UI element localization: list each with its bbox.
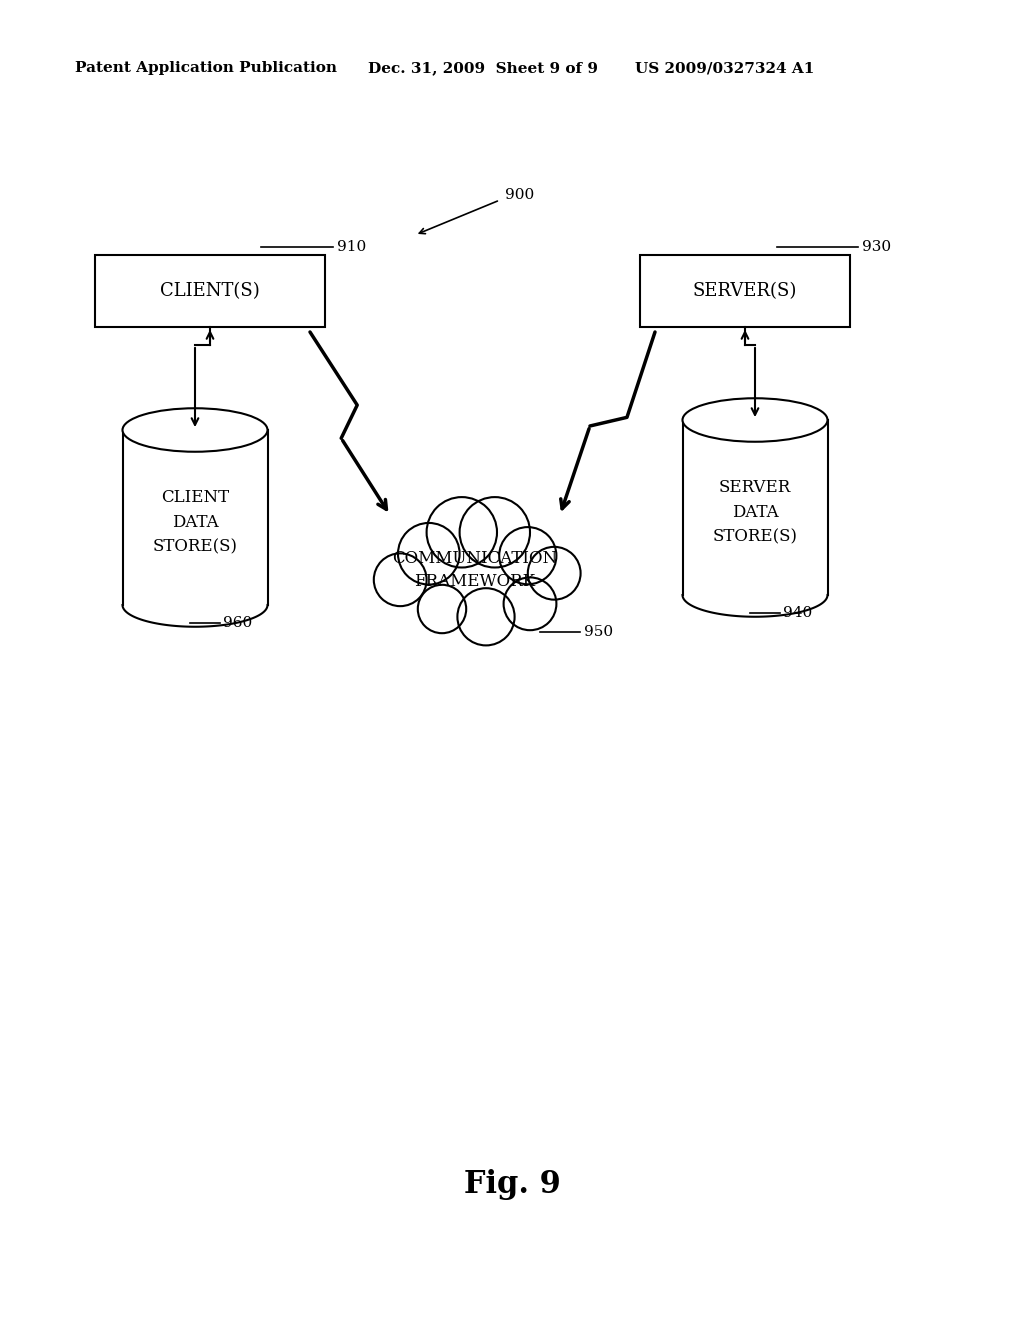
Text: 900: 900 (505, 187, 535, 202)
Text: Fig. 9: Fig. 9 (464, 1170, 560, 1200)
Bar (123, 430, 267, 605)
Circle shape (398, 523, 460, 585)
Text: 960: 960 (223, 616, 252, 630)
Text: 940: 940 (783, 606, 812, 620)
Text: 950: 950 (584, 624, 613, 639)
Text: Patent Application Publication: Patent Application Publication (75, 61, 337, 75)
Text: SERVER
DATA
STORE(S): SERVER DATA STORE(S) (713, 479, 798, 545)
Circle shape (499, 527, 556, 585)
Circle shape (458, 589, 515, 645)
Circle shape (418, 585, 466, 634)
Circle shape (418, 512, 532, 627)
Text: CLIENT(S): CLIENT(S) (160, 282, 260, 300)
Text: 910: 910 (337, 240, 367, 253)
Ellipse shape (683, 399, 827, 442)
Text: Dec. 31, 2009  Sheet 9 of 9: Dec. 31, 2009 Sheet 9 of 9 (368, 61, 598, 75)
Bar (95, 255, 325, 327)
Circle shape (427, 498, 497, 568)
Circle shape (460, 498, 530, 568)
Text: 930: 930 (862, 240, 891, 253)
Bar (640, 255, 850, 327)
Text: SERVER(S): SERVER(S) (693, 282, 798, 300)
Bar (683, 420, 827, 595)
Circle shape (527, 546, 581, 599)
Text: COMMUNICATION
FRAMEWORK: COMMUNICATION FRAMEWORK (392, 549, 557, 590)
Text: US 2009/0327324 A1: US 2009/0327324 A1 (635, 61, 814, 75)
Text: CLIENT
DATA
STORE(S): CLIENT DATA STORE(S) (153, 490, 238, 556)
Ellipse shape (123, 408, 267, 451)
Circle shape (504, 577, 556, 630)
Circle shape (374, 553, 427, 606)
